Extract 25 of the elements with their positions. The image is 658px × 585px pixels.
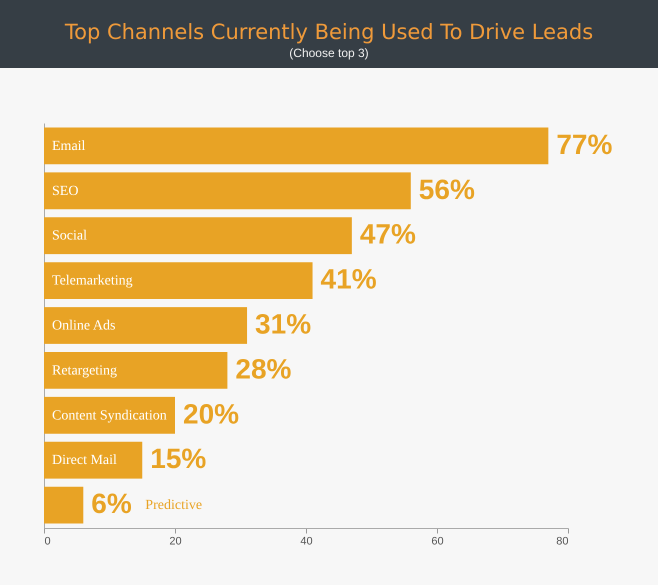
y-tick-label: Social	[52, 228, 88, 244]
y-tick-label: Email	[52, 138, 86, 154]
x-tick-label: 80	[556, 536, 568, 548]
y-tick-label: Retargeting	[52, 363, 118, 378]
x-tick-label: 0	[44, 536, 51, 548]
data-label: 20%	[183, 398, 240, 430]
data-label: 56%	[418, 174, 475, 205]
y-tick-label: Direct Mail	[52, 453, 118, 468]
data-label: 31%	[255, 308, 312, 340]
y-tick-label: Telemarketing	[52, 274, 133, 289]
y-tick-label: Predictive	[145, 498, 202, 514]
y-tick-label: Content Syndication	[52, 408, 167, 424]
data-label: 47%	[360, 218, 416, 250]
data-label: 15%	[150, 443, 206, 474]
y-tick-label: SEO	[52, 184, 78, 199]
x-tick-label: 60	[431, 536, 444, 548]
data-label: 28%	[235, 353, 292, 384]
y-tick-label: Online Ads	[52, 318, 116, 334]
chart-subtitle: (Choose top 3)	[288, 46, 370, 60]
x-tick-label: 40	[300, 536, 313, 548]
data-label: 77%	[556, 128, 612, 160]
data-label: 6%	[91, 488, 132, 520]
data-label: 41%	[320, 264, 377, 295]
x-tick-label: 20	[169, 536, 182, 548]
chart-title: Top Channels Currently Being Used To Drive Leads	[64, 19, 594, 44]
